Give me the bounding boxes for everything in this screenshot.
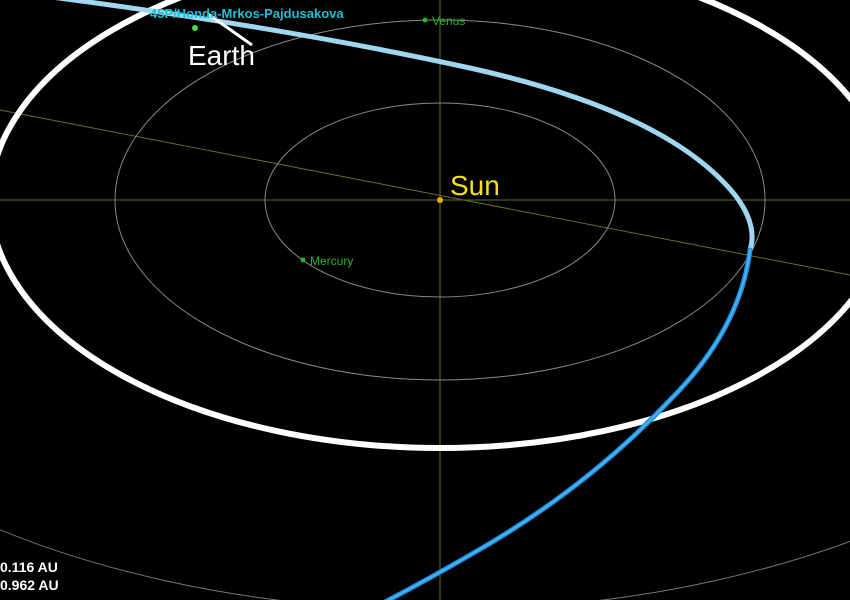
stat-line-1: 0.116 AU xyxy=(0,558,59,576)
sun-marker xyxy=(437,197,443,203)
orbit-outer xyxy=(0,0,850,600)
earth-marker xyxy=(192,25,198,31)
comet-path-below xyxy=(340,250,750,600)
comet-label: 45P/Honda-Mrkos-Pajdusakova xyxy=(150,6,344,21)
mercury-marker xyxy=(301,258,306,263)
comet-path-below-highlight xyxy=(340,250,750,600)
venus-label: Venus xyxy=(432,14,465,28)
comet-path-above xyxy=(0,0,752,250)
orbit-earth xyxy=(0,0,850,448)
earth-label: Earth xyxy=(188,40,255,72)
orbit-diagram xyxy=(0,0,850,600)
stat-line-2: 0.962 AU xyxy=(0,576,59,594)
distance-stats: 0.116 AU 0.962 AU xyxy=(0,558,59,594)
mercury-label: Mercury xyxy=(310,254,353,268)
sun-label: Sun xyxy=(450,170,500,202)
venus-marker xyxy=(423,18,428,23)
